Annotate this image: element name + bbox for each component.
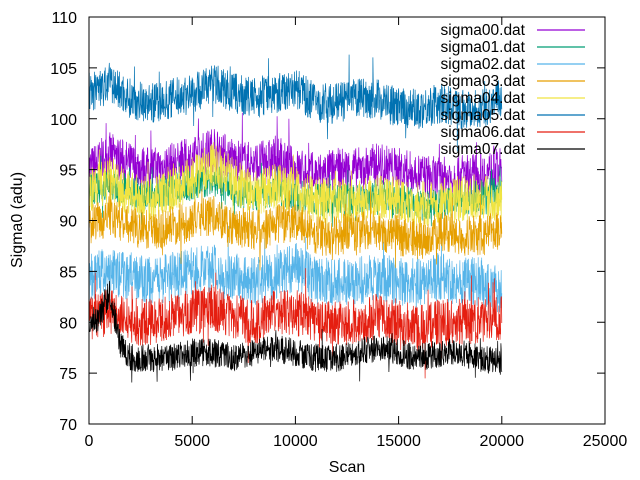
x-tick-label: 0 bbox=[85, 433, 94, 450]
legend-label: sigma02.dat bbox=[441, 56, 526, 73]
legend-label: sigma03.dat bbox=[441, 73, 526, 90]
x-tick-label: 10000 bbox=[273, 433, 318, 450]
y-tick-label: 100 bbox=[50, 112, 77, 129]
series-line-0 bbox=[88, 112, 503, 207]
x-tick-label: 25000 bbox=[583, 433, 628, 450]
y-tick-label: 95 bbox=[59, 163, 77, 180]
series-line-3 bbox=[88, 174, 503, 271]
x-tick-label: 15000 bbox=[376, 433, 421, 450]
legend-label: sigma06.dat bbox=[441, 124, 526, 141]
y-tick-label: 70 bbox=[59, 417, 77, 434]
y-tick-label: 110 bbox=[51, 10, 77, 27]
y-tick-label: 75 bbox=[59, 366, 77, 383]
series-line-2 bbox=[88, 225, 503, 317]
series-line-7 bbox=[88, 280, 503, 383]
y-tick-label: 85 bbox=[59, 264, 77, 281]
y-tick-label: 105 bbox=[50, 61, 77, 78]
legend-label: sigma04.dat bbox=[441, 90, 526, 107]
x-tick-label: 5000 bbox=[174, 433, 210, 450]
legend: sigma00.datsigma01.datsigma02.datsigma03… bbox=[441, 22, 585, 158]
legend-label: sigma05.dat bbox=[441, 107, 526, 124]
series-line-5 bbox=[88, 54, 503, 152]
series-line-1 bbox=[88, 155, 503, 229]
series-line-6 bbox=[88, 268, 503, 379]
ticks-layer: 0 5000 10000 15000 20000 25000 70 75 80 85 90 95 100… bbox=[50, 10, 627, 450]
legend-label: sigma00.dat bbox=[441, 22, 526, 39]
legend-label: sigma07.dat bbox=[441, 141, 526, 158]
y-tick-label: 90 bbox=[59, 214, 77, 231]
legend-label: sigma01.dat bbox=[441, 39, 526, 56]
series-layer bbox=[88, 54, 503, 383]
x-axis-title: Scan bbox=[329, 459, 365, 476]
x-tick-label: 20000 bbox=[480, 433, 525, 450]
y-tick-label: 80 bbox=[59, 315, 77, 332]
y-axis-title: Sigma0 (adu) bbox=[9, 172, 26, 268]
series-line-4 bbox=[88, 142, 503, 242]
